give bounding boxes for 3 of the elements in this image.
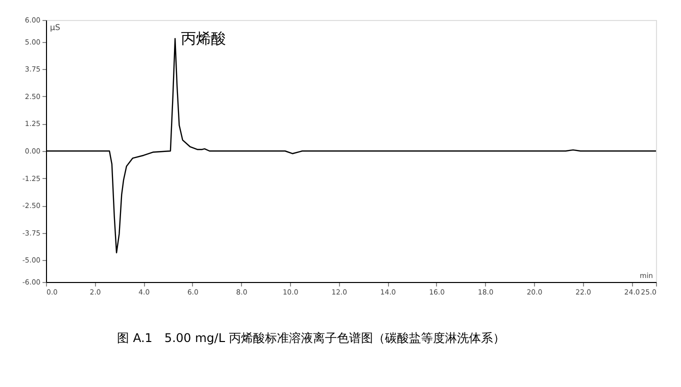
y-axis-title: µS xyxy=(50,23,60,32)
annotation: 丙烯酸 xyxy=(181,30,226,48)
text: 图 A.1 5.00 mg/L 丙烯酸标准溶液离子色谱图（碳酸盐等度淋洗体系） xyxy=(117,331,505,345)
